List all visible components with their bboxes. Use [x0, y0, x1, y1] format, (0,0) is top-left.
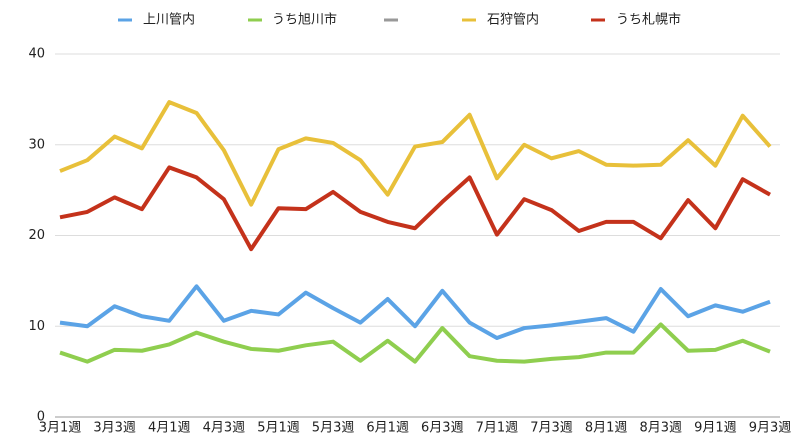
series-line — [59, 100, 772, 207]
x-tick-label: 9月1週 — [694, 421, 737, 436]
y-tick-label: 40 — [28, 47, 45, 62]
x-tick-label: 3月3週 — [93, 421, 136, 436]
legend-label: 上川管内 — [143, 12, 195, 28]
y-tick-label: 30 — [28, 137, 45, 152]
x-tick-label: 4月1週 — [148, 421, 191, 436]
legend-label: 石狩管内 — [487, 12, 539, 28]
x-tick-label: 5月3週 — [312, 421, 355, 436]
x-tick-label: 5月1週 — [257, 421, 300, 436]
x-tick-label: 6月1週 — [366, 421, 409, 436]
x-tick-label: 9月3週 — [749, 421, 792, 436]
x-tick-label: 4月3週 — [203, 421, 246, 436]
x-tick-label: 6月3週 — [421, 421, 464, 436]
series-line — [59, 284, 771, 341]
y-tick-label: 0 — [37, 410, 45, 425]
legend-label: うち旭川市 — [272, 12, 337, 28]
series-line — [59, 322, 771, 364]
x-tick-label: 7月1週 — [476, 421, 519, 436]
x-tick-label: 3月1週 — [39, 421, 82, 436]
series-line — [59, 165, 771, 252]
legend-label: うち札幌市 — [616, 12, 681, 28]
x-tick-label: 8月1週 — [585, 421, 628, 436]
x-tick-label: 7月3週 — [530, 421, 573, 436]
y-tick-label: 10 — [28, 319, 45, 334]
y-tick-label: 20 — [28, 228, 45, 243]
x-tick-label: 8月3週 — [639, 421, 682, 436]
